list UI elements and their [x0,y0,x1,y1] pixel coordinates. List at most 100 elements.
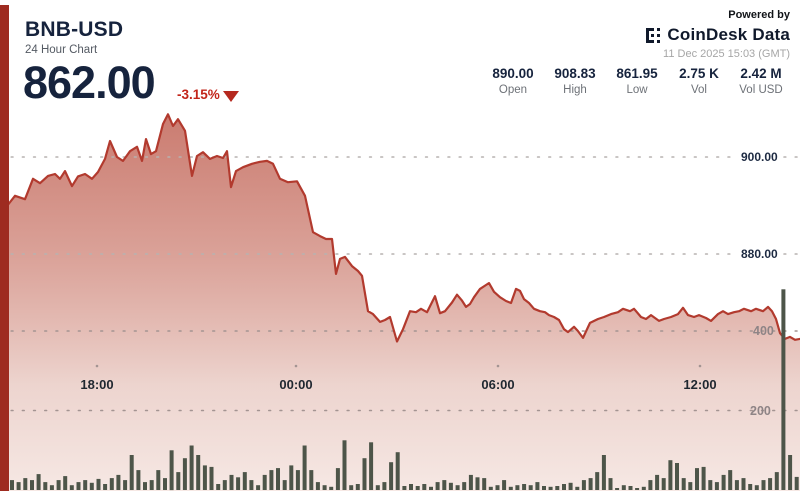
volume-bar [635,488,640,490]
volume-bar [23,478,28,490]
stat-low-label: Low [626,84,648,96]
volume-bar [315,482,320,490]
volume-bar [502,480,507,490]
volume-bar [322,485,327,490]
stat-high-label: High [563,84,587,96]
volume-bar [615,488,620,490]
volume-bar [435,482,440,490]
volume-bar [355,484,360,490]
x-tick-dot [294,364,298,368]
stat-low: 861.95 Low [606,66,668,96]
volume-bar [548,486,553,490]
volume-bar [695,468,699,490]
volume-bar [369,442,374,490]
volume-bar [468,474,473,490]
volume-bar [455,485,460,490]
volume-bar [728,470,733,490]
volume-bar [276,468,280,490]
volume-bar [123,480,128,490]
volume-bar [375,485,380,490]
volume-bar [83,480,88,490]
brand-name: CoinDesk Data [667,25,790,44]
y-axis-volume-label-200: 200 [750,404,771,418]
volume-bar [269,470,274,490]
volume-bar [242,472,247,490]
volume-bar [63,476,68,490]
volume-bar [256,485,261,490]
volume-bar [721,474,726,490]
stat-vol: 2.75 K Vol [668,66,730,96]
volume-bar [794,476,799,490]
volume-bar [535,482,540,490]
stat-low-value: 861.95 [616,66,658,81]
stats-row: 890.00 Open 908.83 High 861.95 Low 2.75 … [482,66,792,96]
volume-bar [163,478,167,490]
volume-bar [196,455,201,490]
volume-bar [495,485,500,490]
volume-bar [429,486,433,490]
volume-bar [774,472,779,490]
volume-bar [289,465,294,490]
volume-bar [508,486,513,490]
volume-bar [36,474,41,490]
volume-bar [169,450,174,491]
volume-bar [395,452,400,490]
volume-bar [442,480,447,490]
x-axis-label-1800: 18:00 [80,377,114,392]
volume-bar [149,480,154,490]
volume-bar [229,474,234,490]
volume-bar [16,482,21,490]
volume-bar [688,482,693,490]
volume-bar [595,472,600,490]
volume-bar [116,474,121,490]
chart-range-subtitle: 24 Hour Chart [25,44,98,56]
volume-bar [236,477,241,490]
volume-bar [448,482,453,490]
volume-bar [628,486,633,490]
volume-bar [402,486,407,490]
volume-bar [103,484,108,490]
volume-bar [49,485,54,490]
volume-bar [222,480,227,490]
volume-bar [409,484,413,490]
volume-bar [754,485,759,490]
brand-row[interactable]: CoinDesk Data [645,25,790,45]
volume-bar [342,440,347,490]
x-axis-label-1200: 12:00 [683,377,717,392]
volume-bar [202,465,207,490]
price-down-triangle-icon [223,91,239,102]
volume-bar [668,460,673,490]
volume-bar [575,486,580,490]
x-axis-label-0600: 06:00 [481,377,515,392]
volume-bar [768,478,773,490]
stat-vol-value: 2.75 K [679,66,719,81]
volume-bar [741,478,746,490]
stat-open-label: Open [498,84,528,96]
volume-bar [109,478,114,490]
volume-bar [89,482,94,490]
volume-bar [714,482,719,490]
change-percent: -3.15% [177,87,220,102]
volume-bar [156,470,161,490]
y-axis-price-label-880: 880.00 [737,247,782,261]
volume-bar [309,470,314,490]
volume-bar [701,466,706,490]
volume-bar [382,482,387,490]
volume-bar [568,482,573,490]
volume-bar [641,486,646,490]
volume-bar [389,462,394,490]
stat-high-value: 908.83 [554,66,596,81]
volume-bar [661,478,666,490]
left-accent-stripe [0,5,9,491]
volume-bar [555,486,560,490]
stat-open-value: 890.00 [492,66,534,81]
volume-bar [462,482,467,490]
volume-bar [76,482,81,490]
volume-bar [182,458,187,490]
volume-bar [143,482,147,490]
volume-bar [601,455,606,490]
stat-vol-usd-label: Vol USD [739,84,783,96]
volume-bar [136,470,141,490]
volume-bar [10,480,14,490]
